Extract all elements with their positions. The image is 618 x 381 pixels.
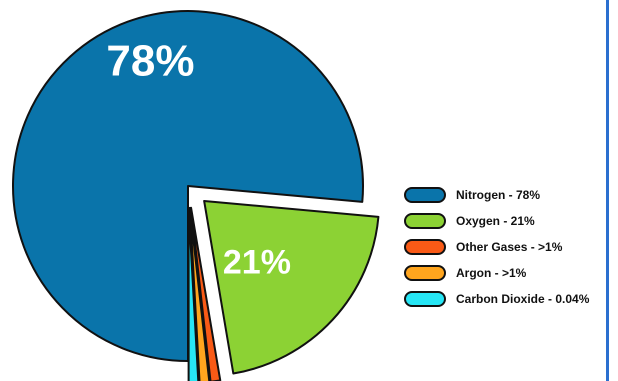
pie-slice-argon <box>188 206 211 381</box>
legend-swatch-nitrogen <box>404 187 446 203</box>
legend-item-other-gases: Other Gases - >1% <box>404 234 589 260</box>
legend-item-nitrogen: Nitrogen - 78% <box>404 182 589 208</box>
pie-slice-nitrogen <box>12 10 364 362</box>
legend: Nitrogen - 78% Oxygen - 21% Other Gases … <box>404 182 589 312</box>
legend-swatch-carbon-dioxide <box>404 291 446 307</box>
legend-label-argon: Argon - >1% <box>456 266 527 280</box>
legend-label-other-gases: Other Gases - >1% <box>456 240 563 254</box>
legend-label-carbon-dioxide: Carbon Dioxide - 0.04% <box>456 292 590 306</box>
frame-border <box>606 0 609 381</box>
slice-label-nitrogen: 78% <box>106 36 194 85</box>
slice-label-oxygen: 21% <box>223 243 291 281</box>
legend-item-argon: Argon - >1% <box>404 260 589 286</box>
pie-slice-carbon-dioxide <box>187 206 200 381</box>
pie-slice-other-gases <box>190 206 222 381</box>
legend-swatch-other-gases <box>404 239 446 255</box>
legend-item-carbon-dioxide: Carbon Dioxide - 0.04% <box>404 286 589 312</box>
legend-label-nitrogen: Nitrogen - 78% <box>456 188 541 202</box>
legend-label-oxygen: Oxygen - 21% <box>456 214 535 228</box>
pie-slice-oxygen <box>203 199 380 375</box>
legend-swatch-oxygen <box>404 213 446 229</box>
legend-swatch-argon <box>404 265 446 281</box>
legend-item-oxygen: Oxygen - 21% <box>404 208 589 234</box>
